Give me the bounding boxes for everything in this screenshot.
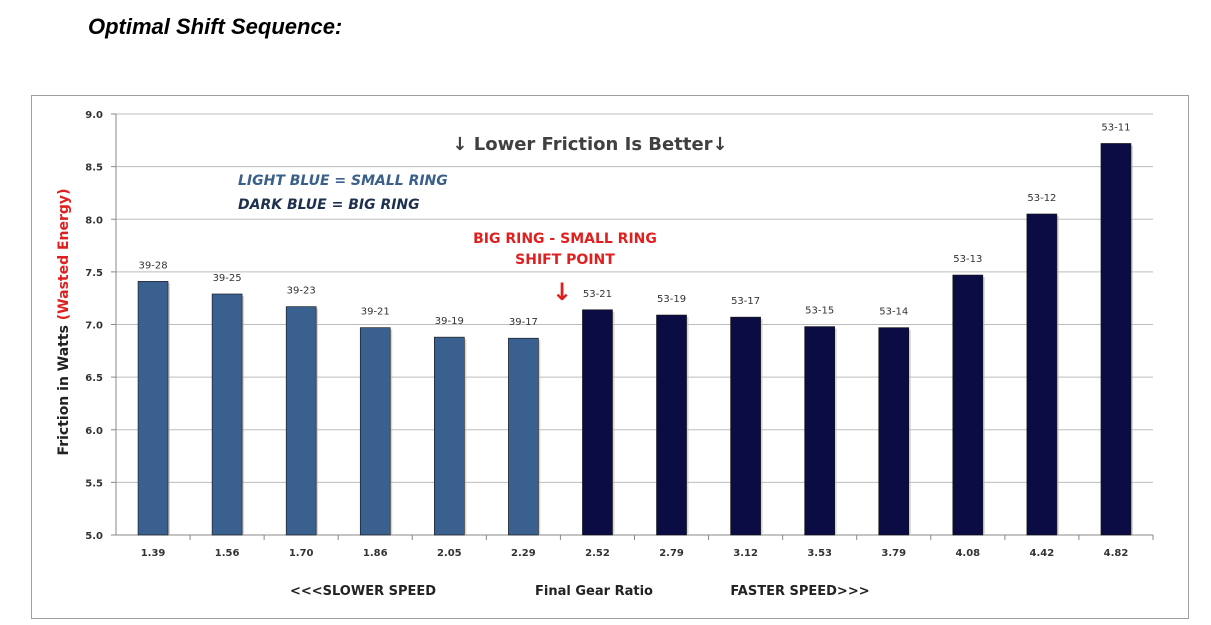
x-axis-label: Final Gear Ratio [535,584,653,599]
x-axis-label-slower: <<<SLOWER SPEED [290,584,436,599]
x-tick-label: 1.70 [289,548,314,559]
bar-gear-label: 53-11 [1101,122,1130,133]
title-arrow-right-icon: ↓ [713,134,728,155]
bar-gear-label: 39-23 [287,286,316,297]
shift-point-arrow-icon: ↓ [552,278,572,306]
bar-53-17 [730,316,761,536]
bar-gear-label: 39-17 [509,317,538,328]
x-tick-label: 4.42 [1030,548,1055,559]
x-tick-label: 2.52 [585,548,610,559]
page-title: Optimal Shift Sequence: [88,14,343,39]
legend-big-ring: DARK BLUE = BIG RING [238,197,420,213]
x-tick-label: 3.53 [807,548,832,559]
shift-point-annotation-line1: BIG RING - SMALL RING [473,231,657,247]
bar-gear-label: 39-28 [139,260,168,271]
bar-39-19 [434,336,465,536]
bar-39-28 [137,281,169,536]
bar-53-13 [952,274,984,536]
chart-title: ↓ Lower Friction Is Better↓ [452,134,727,155]
y-tick-label: 8.5 [85,163,103,174]
x-axis-label-faster: FASTER SPEED>>> [730,584,869,599]
y-axis-label: Friction in Watts (Wasted Energy) [56,189,72,456]
bar-gear-label: 39-19 [435,316,464,327]
bar-53-14 [878,327,910,536]
bar-gear-label: 53-12 [1027,193,1056,204]
legend-small-ring: LIGHT BLUE = SMALL RING [238,173,448,189]
x-tick-label: 2.05 [437,548,462,559]
shift-point-annotation-line2: SHIFT POINT [515,252,615,268]
x-tick-label: 1.86 [363,548,388,559]
y-tick-label: 5.0 [85,531,103,542]
x-tick-label: 2.29 [511,548,536,559]
bar-gear-label: 39-25 [213,273,242,284]
x-tick-label: 3.79 [881,548,906,559]
bar-39-17 [508,337,539,536]
title-arrow-left-icon: ↓ [452,134,467,155]
bar-53-15 [804,326,835,536]
bar-53-21 [582,309,613,536]
bar-gear-label: 53-13 [953,254,982,265]
x-tick-label: 4.08 [955,548,980,559]
x-tick-label: 3.12 [733,548,758,559]
x-tick-label: 2.79 [659,548,684,559]
y-tick-label: 8.0 [85,215,103,226]
y-tick-label: 5.5 [85,478,103,489]
x-tick-label: 1.56 [215,548,240,559]
y-tick-label: 7.0 [85,321,103,332]
bar-gear-label: 39-21 [361,307,390,318]
bar-39-23 [285,306,317,536]
y-tick-label: 9.0 [85,110,103,121]
bar-53-11 [1100,143,1132,536]
bar-39-25 [211,293,243,536]
bar-gear-label: 53-17 [731,296,760,307]
chart-frame [31,95,1189,619]
y-tick-label: 6.0 [85,426,103,437]
bar-gear-label: 53-19 [657,294,686,305]
x-tick-label: 1.39 [141,548,166,559]
bar-53-12 [1026,213,1058,536]
bar-53-19 [656,314,687,536]
y-tick-label: 6.5 [85,373,103,384]
y-tick-label: 7.5 [85,268,103,279]
bar-gear-label: 53-14 [879,307,908,318]
bar-39-21 [359,327,391,536]
x-tick-label: 4.82 [1104,548,1129,559]
bar-gear-label: 53-21 [583,289,612,300]
bar-gear-label: 53-15 [805,306,834,317]
